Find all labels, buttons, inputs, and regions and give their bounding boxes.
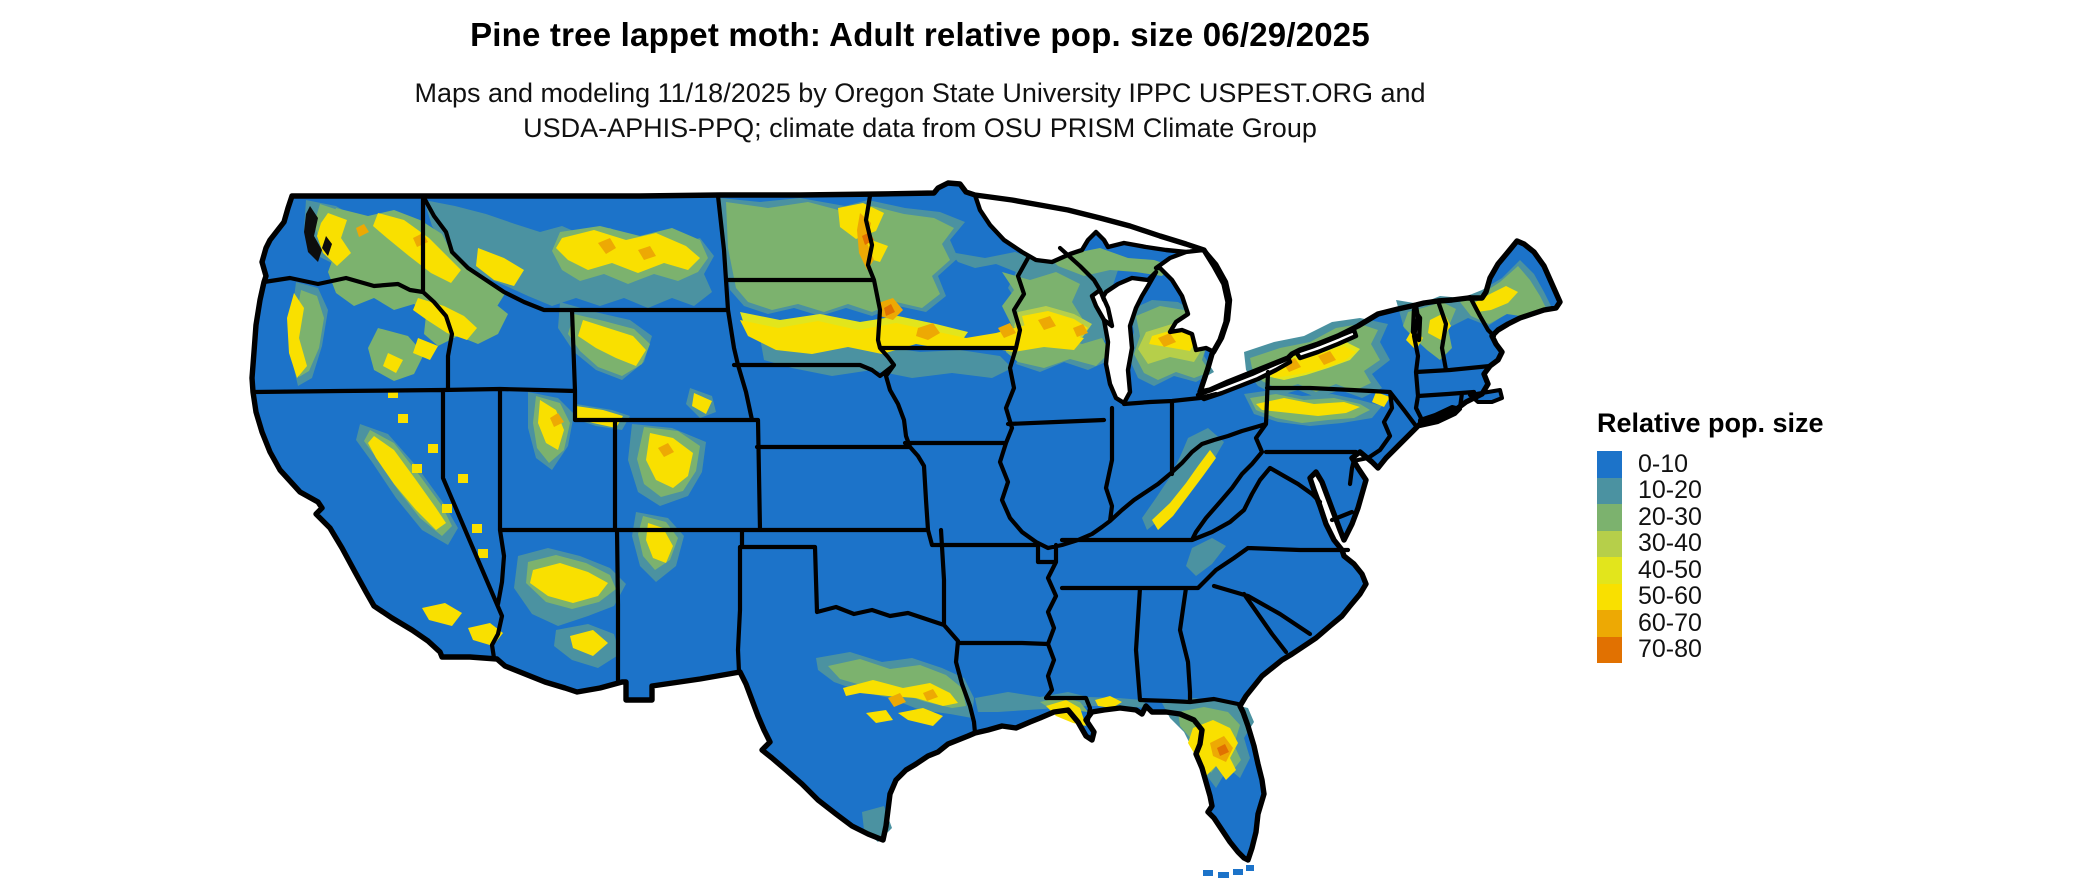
legend-item: 50-60 <box>1597 582 1824 611</box>
legend-swatch <box>1597 504 1622 531</box>
florida-keys <box>1203 865 1254 878</box>
legend-item: 10-20 <box>1597 476 1824 505</box>
legend-item-label: 50-60 <box>1638 582 1702 611</box>
legend-swatch <box>1597 530 1622 557</box>
legend-item-label: 10-20 <box>1638 476 1702 505</box>
legend-swatch <box>1597 477 1622 504</box>
raster-layer-50-60 <box>287 203 1518 780</box>
legend-swatch <box>1597 557 1622 584</box>
legend: Relative pop. size 0-10 10-20 20-30 30-4… <box>1597 408 1824 663</box>
us-coastline <box>249 180 1563 863</box>
legend-item: 40-50 <box>1597 555 1824 584</box>
legend-item-label: 60-70 <box>1638 608 1702 637</box>
legend-item: 30-40 <box>1597 529 1824 558</box>
legend-swatch <box>1597 636 1622 663</box>
legend-swatch <box>1597 583 1622 610</box>
legend-item: 0-10 <box>1597 449 1824 478</box>
legend-item-label: 30-40 <box>1638 529 1702 558</box>
legend-item: 20-30 <box>1597 502 1824 531</box>
legend-swatch <box>1597 610 1622 637</box>
puget-sound <box>304 206 332 262</box>
legend-item-label: 40-50 <box>1638 555 1702 584</box>
legend-item: 60-70 <box>1597 608 1824 637</box>
state-borders <box>250 193 1497 736</box>
legend-item: 70-80 <box>1597 635 1824 664</box>
legend-item-label: 0-10 <box>1638 449 1689 478</box>
legend-title: Relative pop. size <box>1597 408 1824 438</box>
lake-michigan <box>1097 269 1159 406</box>
legend-swatch <box>1597 451 1622 478</box>
legend-item-label: 70-80 <box>1638 635 1702 664</box>
legend-item-label: 20-30 <box>1638 502 1702 531</box>
